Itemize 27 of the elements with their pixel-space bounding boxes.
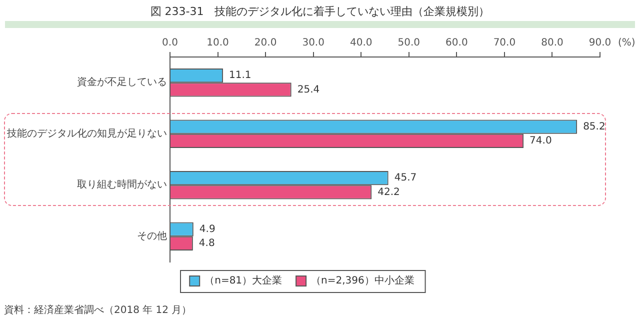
- x-tick-label: 30.0: [302, 38, 324, 49]
- x-tick-label: 90.0: [588, 38, 612, 49]
- legend-label: （n=81）大企業: [204, 274, 282, 287]
- data-label: 85.2: [583, 121, 606, 132]
- x-tick-label: 20.0: [254, 38, 277, 49]
- y-tick-label: その他: [137, 230, 167, 242]
- x-tick-label: 40.0: [350, 38, 372, 49]
- data-label: 11.1: [229, 70, 252, 82]
- y-tick-label: 資金が不足している: [77, 76, 167, 88]
- data-label: 25.4: [297, 84, 320, 96]
- y-tick-label: 取り組む時間がない: [77, 178, 167, 191]
- x-tick-label: 10.0: [206, 38, 229, 49]
- data-label: 42.2: [378, 186, 400, 198]
- x-tick-label: 50.0: [398, 38, 420, 49]
- data-label: 74.0: [530, 136, 552, 147]
- data-label: 4.8: [198, 238, 215, 250]
- data-label: 4.9: [199, 224, 216, 235]
- legend-label: （n=2,396）中小企業: [311, 274, 414, 287]
- x-tick-label: 80.0: [541, 38, 564, 49]
- chart-title: 図 233-31 技能のデジタル化に着手していない理由（企業規模別）: [149, 4, 491, 19]
- x-tick-label: 70.0: [493, 38, 516, 49]
- x-tick-label: 60.0: [446, 38, 468, 49]
- y-tick-label: 技能のデジタル化の知見が足りない: [6, 127, 167, 140]
- text: 資料：経済産業省調べ（2018 年 12 月）: [4, 304, 192, 317]
- x-axis-title: (%): [618, 38, 636, 49]
- x-tick-label: 0.0: [162, 38, 178, 49]
- data-label: 45.7: [394, 172, 417, 184]
